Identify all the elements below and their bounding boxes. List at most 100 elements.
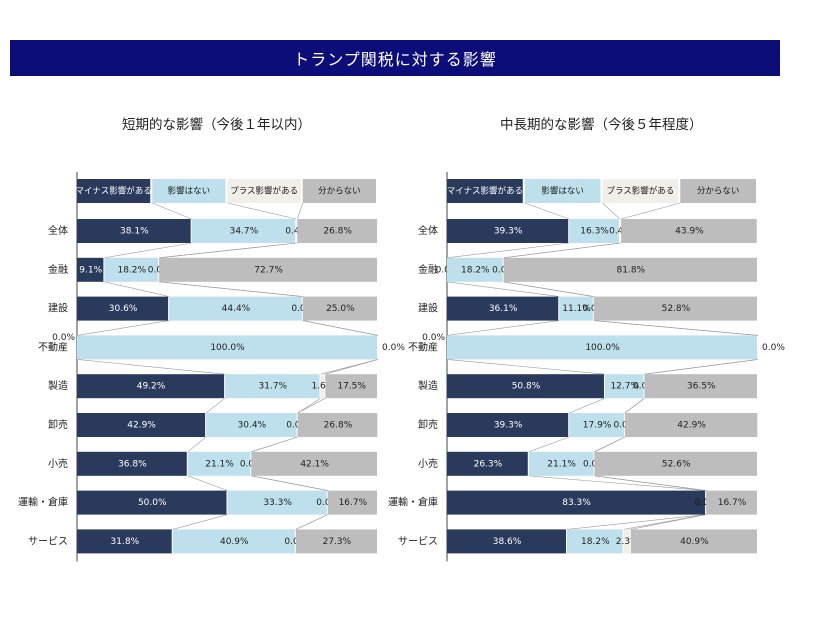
bar-segment-unknown	[621, 219, 757, 243]
category-label: 全体	[48, 224, 68, 237]
data-label-plus: 0.4%	[609, 227, 632, 237]
bar-segment-minus	[447, 490, 706, 515]
data-label-plus: 2.3%	[616, 537, 639, 547]
connector-line	[630, 514, 707, 530]
bar-segment-minus	[77, 413, 206, 437]
bar-segment-none	[569, 219, 619, 243]
report-title-banner: トランプ関税に対する影響	[10, 40, 780, 76]
bar-segment-minus	[447, 529, 567, 554]
category-label: サービス	[28, 535, 68, 547]
data-label-none: 18.2%	[581, 537, 610, 547]
legend-label-unknown: 分からない	[697, 187, 740, 197]
bar-segment-unknown	[593, 296, 757, 321]
connector-line	[227, 202, 297, 220]
connector-line	[251, 436, 298, 453]
category-label: 運輸・倉庫	[388, 496, 438, 509]
data-label-none: 12.7%	[610, 382, 639, 392]
connector-line	[569, 397, 606, 414]
connector-line	[205, 397, 226, 414]
data-label-plus: 0.4%	[285, 227, 308, 237]
data-label-minus: 31.8%	[111, 537, 140, 547]
data-label-unknown: 0.0%	[382, 343, 405, 353]
bar-segment-none	[225, 374, 320, 399]
category-label: 小売	[48, 457, 68, 470]
bar-segment-none	[191, 219, 296, 243]
bar-segment-none	[569, 413, 624, 437]
bar-segment-unknown	[327, 490, 377, 515]
legend-label-unknown: 分からない	[318, 187, 361, 197]
legend-label-none: 影響はない	[168, 186, 211, 197]
data-label-minus: 38.1%	[120, 227, 149, 237]
data-label-unknown: 36.5%	[687, 382, 716, 392]
bar-segment-plus	[619, 219, 621, 243]
bar-segment-minus	[77, 257, 104, 282]
chart-title-short-term: 短期的な影響（今後１年以内）	[122, 117, 311, 133]
bar-segment-unknown	[251, 451, 377, 476]
data-label-minus: 50.0%	[138, 498, 167, 508]
bar-segment-unknown	[302, 296, 377, 321]
bar-segment-plus	[320, 374, 325, 399]
bar-segment-minus	[77, 296, 169, 321]
bar-segment-minus	[77, 219, 191, 243]
chart-title-long-term: 中長期的な影響（今後５年程度）	[500, 117, 703, 133]
bar-segment-minus	[447, 413, 569, 437]
category-label: 卸売	[418, 418, 438, 431]
bar-segment-minus	[447, 219, 569, 243]
connector-line	[524, 202, 570, 220]
connector-line	[621, 202, 681, 220]
connector-line	[446, 359, 606, 375]
connector-line	[152, 202, 192, 220]
connector-line	[187, 475, 228, 491]
bar-segment-unknown	[297, 219, 377, 243]
category-label: 建設	[418, 302, 438, 315]
connector-line	[325, 359, 379, 375]
bar-segment-minus	[77, 374, 225, 399]
data-label-minus: 49.2%	[137, 382, 166, 392]
bar-segment-none	[559, 296, 593, 321]
bar-segment-plus	[296, 219, 297, 243]
bar-segment-minus	[447, 374, 604, 399]
data-label-minus: 26.3%	[474, 459, 503, 469]
data-label-none: 21.1%	[205, 459, 234, 469]
connector-line	[297, 202, 304, 220]
data-label-minus: 50.8%	[512, 382, 541, 392]
connector-line	[172, 514, 228, 530]
legend-swatch-unknown	[680, 179, 756, 203]
data-label-minus: 30.6%	[109, 304, 138, 314]
connector-line	[644, 359, 759, 375]
connector-line	[624, 397, 645, 414]
data-label-none: 33.3%	[263, 498, 292, 508]
connector-line	[302, 320, 379, 336]
data-label-minus: 36.1%	[489, 304, 518, 314]
data-label-none: 30.4%	[238, 421, 267, 431]
connector-line	[594, 436, 626, 453]
bar-segment-none	[447, 335, 757, 360]
legend-swatch-none	[524, 179, 601, 203]
category-label: サービス	[398, 535, 438, 547]
connector-line	[528, 436, 570, 453]
bar-segment-none	[169, 296, 302, 321]
connector-line	[567, 514, 707, 530]
bar-segment-none	[187, 451, 251, 476]
bar-segment-none	[172, 529, 295, 554]
data-label-unknown: 40.9%	[680, 537, 709, 547]
bar-segment-unknown	[624, 413, 758, 437]
category-label: 不動産	[38, 340, 68, 353]
connector-line	[297, 397, 326, 414]
legend-swatch-minus	[77, 179, 151, 203]
legend-swatch-plus	[602, 179, 679, 203]
data-label-unknown: 52.6%	[662, 459, 691, 469]
data-label-minus: 0.0%	[52, 333, 75, 343]
data-label-unknown: 16.7%	[339, 498, 368, 508]
legend-label-plus: プラス影響がある	[230, 186, 298, 197]
bar-segment-minus	[77, 529, 172, 554]
bar-segment-unknown	[594, 451, 757, 476]
connector-line	[503, 242, 622, 259]
data-label-plus: 1.6%	[311, 382, 334, 392]
bar-segment-minus	[447, 451, 528, 476]
data-label-unknown: 42.9%	[677, 421, 706, 431]
category-label: 運輸・倉庫	[18, 496, 68, 509]
data-label-none: 21.1%	[547, 459, 576, 469]
bar-segment-plus	[623, 529, 630, 554]
